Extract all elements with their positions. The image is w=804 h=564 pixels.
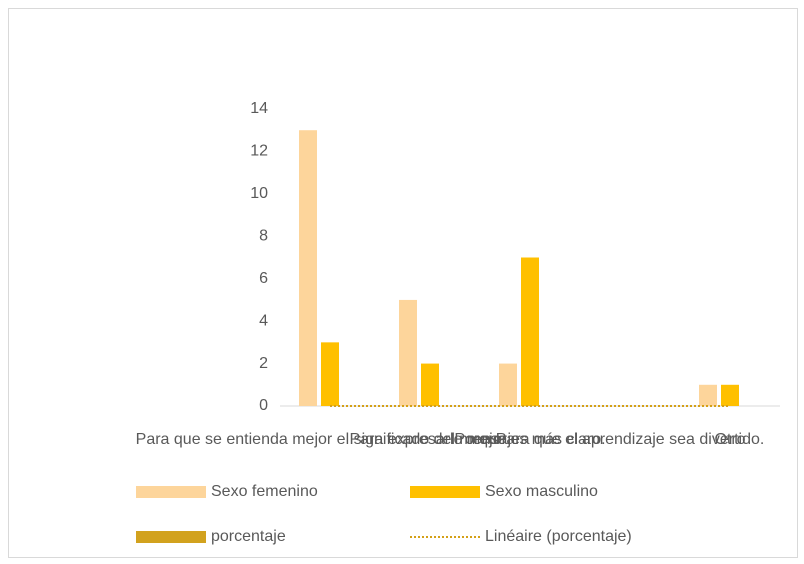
x-tick-label: Para que el aprendizaje sea divertido.: [496, 431, 765, 448]
legend-label: Sexo masculino: [485, 483, 598, 500]
y-tick-label: 8: [259, 228, 268, 245]
legend-swatch: [136, 486, 206, 498]
legend-label: Linéaire (porcentaje): [485, 528, 632, 545]
bar: [521, 257, 539, 406]
chart-border: [8, 8, 798, 558]
x-tick-label: Para que se entienda mejor el significad…: [136, 431, 525, 448]
y-tick-label: 14: [250, 100, 268, 117]
bar: [499, 363, 517, 406]
bar: [299, 130, 317, 406]
x-tick-label: Para expresarlo mejor.: [350, 431, 511, 448]
x-tick-label: Otro: [714, 431, 745, 448]
bar: [699, 384, 717, 406]
bar: [721, 384, 739, 406]
bar: [421, 363, 439, 406]
bar: [321, 342, 339, 406]
legend-label: porcentaje: [211, 528, 286, 545]
legend-swatch: [410, 486, 480, 498]
legend-swatch: [136, 531, 206, 543]
y-tick-label: 2: [259, 355, 268, 372]
y-tick-label: 0: [259, 397, 268, 414]
x-tick-label: Porque es más claro.: [454, 431, 605, 448]
y-tick-label: 12: [250, 143, 268, 160]
bar: [399, 299, 417, 406]
y-tick-label: 4: [259, 312, 268, 329]
y-tick-label: 6: [259, 270, 268, 287]
y-tick-label: 10: [250, 185, 268, 202]
legend-label: Sexo femenino: [211, 483, 318, 500]
